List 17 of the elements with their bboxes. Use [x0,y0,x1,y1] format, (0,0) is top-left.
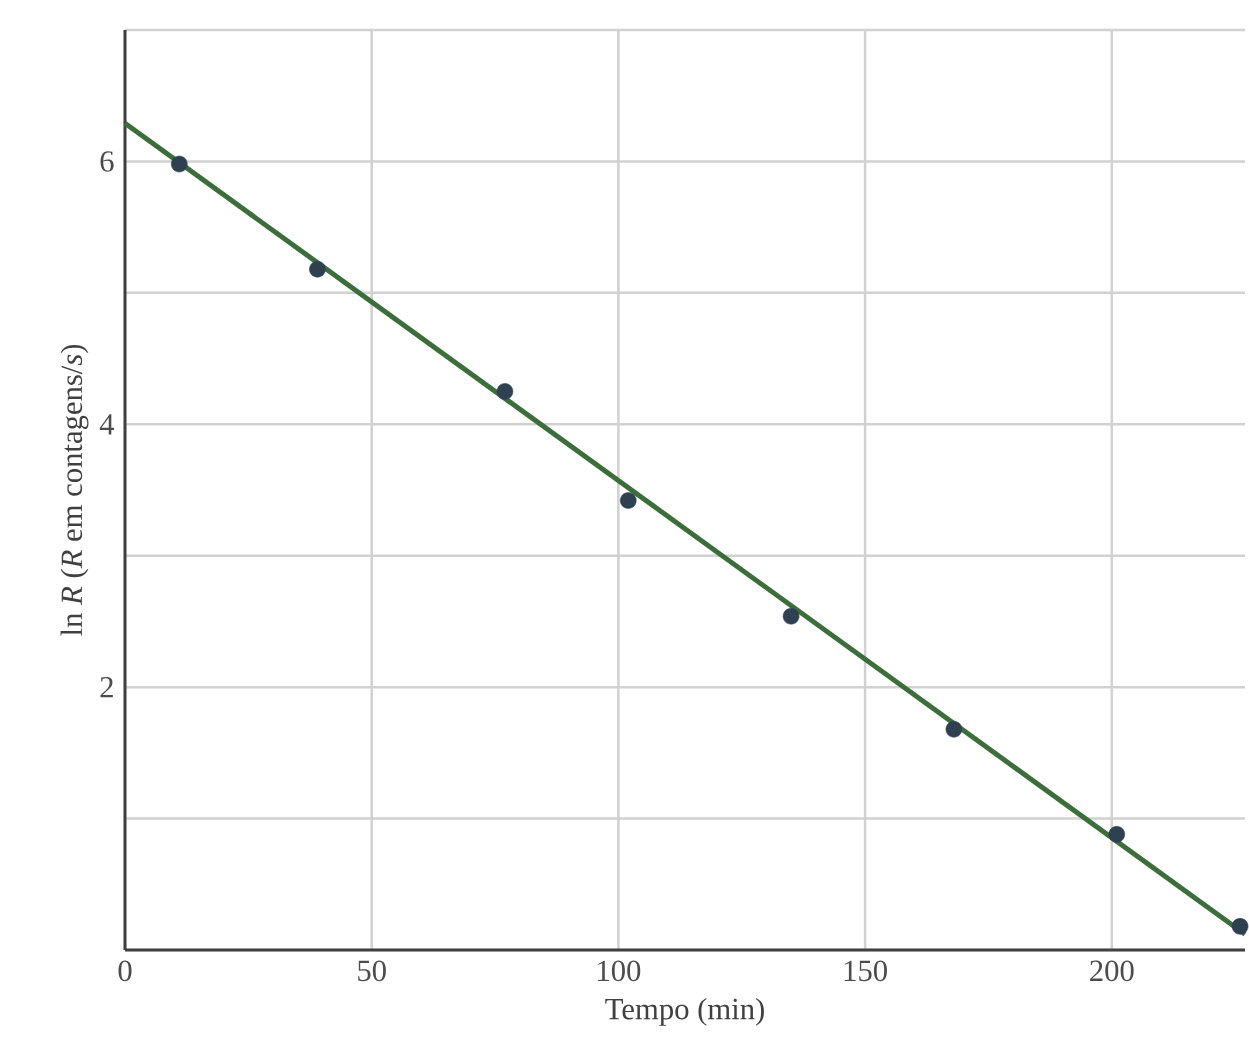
y-tick-label: 2 [100,676,113,698]
point [171,155,188,173]
point [496,383,514,400]
x-tick-label: 50 [358,960,386,982]
point [782,607,800,625]
y-tick-label: 4 [99,414,115,435]
point [620,492,637,509]
x-axis-title: Tempo (min) [605,997,764,1026]
y-tick-label: 6 [100,151,114,172]
point [1108,826,1125,843]
point [309,260,326,278]
x-tick-label: 150 [844,960,887,982]
x-tick-label: 0 [118,960,132,982]
y-axis-title: ln R (R em contagens/s) [60,344,89,636]
x-tick-label: 100 [598,960,641,982]
x-tick-label: 200 [1090,960,1134,982]
point [945,720,963,738]
